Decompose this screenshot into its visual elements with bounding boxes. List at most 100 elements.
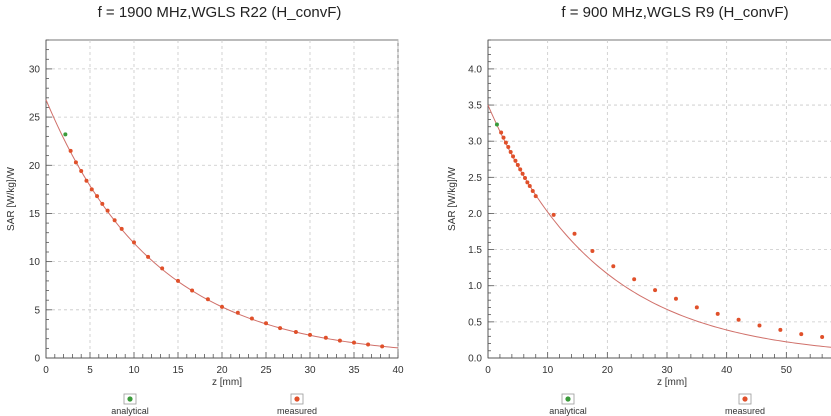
x-tick-label: 10 [542,365,554,376]
chart-panel-1900mhz: f = 1900 MHz,WGLS R22 (H_convF) 0 5 10 15 20… [0,0,415,416]
measured-point [515,163,520,168]
measured-point [503,140,508,145]
chart-title: f = 1900 MHz,WGLS R22 (H_convF) [97,4,342,21]
y-tick-label: 3.0 [468,137,482,148]
analytical-point [63,132,68,137]
measured-point [694,305,699,310]
measured-point [525,180,530,185]
x-tick-label: 30 [304,365,316,376]
measured-point [119,226,124,231]
fit-curve [487,104,831,348]
measured-point [235,310,240,315]
legend-label-analytical: analytical [549,406,587,416]
measured-point [293,329,298,334]
measured-point [778,327,783,332]
measured-point [501,135,506,140]
x-axis-label: z [mm] [657,377,687,388]
measured-point [715,311,720,316]
measured-point [522,176,527,181]
measured-point [506,144,511,149]
measured-point [520,171,525,176]
y-tick-label: 25 [29,113,41,124]
y-tick-label: 0.0 [468,354,482,365]
x-tick-label: 0 [485,365,491,376]
chart-title: f = 900 MHz,WGLS R9 (H_convF) [561,4,789,21]
measured-point [308,332,312,337]
plot-frame [487,39,831,359]
measured-point [337,338,342,343]
measured-point [799,332,804,337]
measured-point [632,277,637,282]
y-tick-label: 20 [29,161,41,172]
x-tick-label: 35 [348,365,360,376]
measured-point [673,296,678,301]
measured-point [323,335,328,340]
measured-point [112,218,117,223]
measured-point [508,150,513,155]
measured-point [518,167,523,172]
legend-label-measured: measured [277,406,317,416]
measured-point [590,249,595,254]
y-tick-label: 0 [34,354,40,365]
y-axis-label: SAR [W/kg]/W [6,167,17,231]
chart-panel-900mhz: f = 900 MHz,WGLS R9 (H_convF) 0 10 20 30 40 5… [415,0,831,416]
measured-point [89,187,94,192]
measured-point [105,208,110,213]
y-tick-label: 10 [29,257,41,268]
measured-point [653,288,658,293]
x-tick-label: 30 [661,365,673,376]
analytical-point [494,122,499,127]
x-tick-label: 15 [172,365,184,376]
y-tick-label: 4.0 [468,64,482,75]
measured-point [73,160,78,165]
y-tick-label: 2.0 [468,209,482,220]
measured-point [820,335,825,340]
x-tick-label: 0 [43,365,49,376]
sar-chart-1900mhz: 0 5 10 15 20 25 30 35 40 0 5 10 15 20 25 30 z [mm] SAR [W… [6,39,404,416]
x-tick-label: 40 [392,365,404,376]
measured-point [264,321,268,326]
measured-point [132,240,136,245]
measured-point [190,288,195,293]
y-tick-label: 2.5 [468,173,482,184]
x-tick-label: 25 [260,365,272,376]
y-tick-label: 0.5 [468,317,482,328]
measured-point [352,340,356,345]
measured-point [757,323,762,328]
measured-point [220,304,224,309]
measured-point [146,254,151,259]
y-tick-label: 1.0 [468,281,482,292]
measured-point [513,158,518,163]
legend-marker-measured [294,396,300,402]
y-tick-label: 1.5 [468,245,482,256]
measured-point [68,148,73,153]
measured-point [380,344,385,349]
measured-point [511,154,516,159]
measured-point [95,194,100,199]
measured-point [527,183,532,188]
y-axis-label: SAR [W/kg]/W [447,167,458,231]
y-tick-label: 15 [29,209,41,220]
measured-point [160,266,165,271]
legend-label-analytical: analytical [111,406,149,416]
x-tick-label: 20 [602,365,614,376]
legend-marker-analytical [565,396,571,402]
measured-point [611,264,616,269]
x-tick-label: 40 [721,365,733,376]
x-tick-label: 10 [128,365,140,376]
measured-point [499,130,504,135]
measured-point [736,317,741,322]
measured-point [205,297,210,302]
measured-point [176,278,180,283]
legend-marker-measured [742,396,748,402]
measured-point [84,178,89,183]
y-tick-label: 30 [29,64,41,75]
x-tick-label: 50 [781,365,793,376]
y-tick-label: 3.5 [468,101,482,112]
measured-point [551,212,556,217]
measured-point [79,169,84,174]
measured-point [572,231,577,236]
sar-chart-900mhz: 01020304050600.00.51.01.52.02.53.03.54.0… [447,39,831,416]
x-tick-label: 20 [216,365,228,376]
measured-point [530,189,535,194]
